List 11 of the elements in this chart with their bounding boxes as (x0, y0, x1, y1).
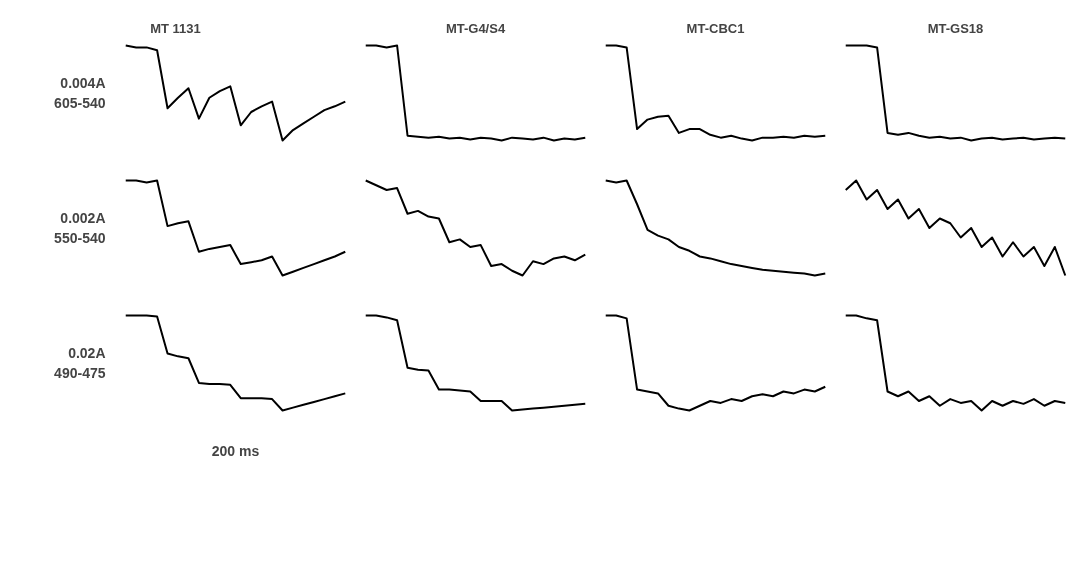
text: 550-540 (54, 230, 106, 246)
chart-title: MT-CBC1 (686, 20, 745, 36)
text: 0.004A (60, 75, 106, 91)
chart-title: MT 1131 (150, 20, 201, 36)
chart-title: MT-G4/S4 (445, 20, 506, 36)
text: 605-540 (54, 95, 106, 111)
text: 0.002A (60, 210, 106, 226)
text: 200 ms (211, 442, 260, 459)
chart-title: MT-GS18 (927, 20, 984, 36)
text: 490-475 (54, 365, 106, 381)
text: 0.02A (68, 345, 106, 361)
